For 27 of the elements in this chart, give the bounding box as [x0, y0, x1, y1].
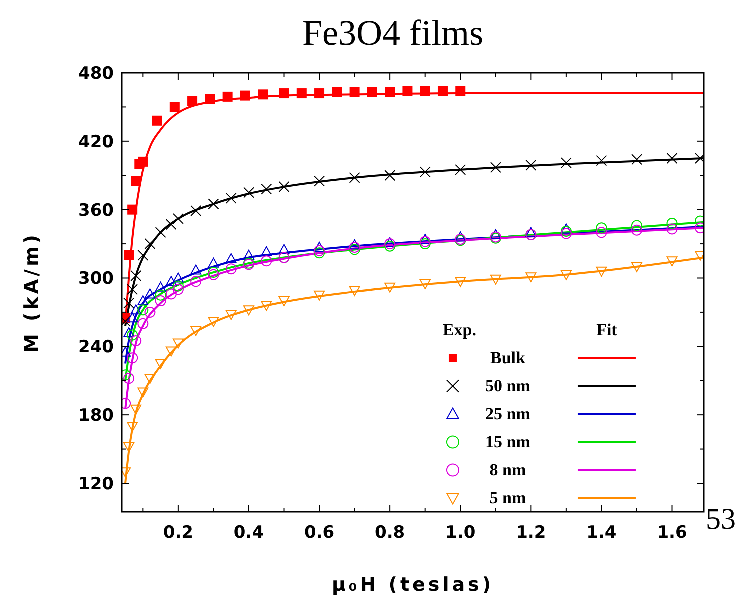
x-tick-label: 1.4 [586, 523, 617, 543]
x-tick-label: 0.2 [163, 523, 194, 543]
x-tick-label: 1.6 [657, 523, 688, 543]
legend-title: Exp. [442, 320, 477, 340]
x-axis-title: μ₀H (teslas) [332, 574, 494, 596]
y-tick-label: 480 [78, 64, 114, 84]
y-tick-label: 120 [78, 474, 114, 494]
x-tick-label: 0.6 [304, 523, 335, 543]
text: 53 [706, 503, 736, 536]
x-tick-label: 0.4 [234, 523, 264, 543]
x-tick-label: 1.2 [516, 523, 546, 543]
legend-label: 15 nm [486, 432, 530, 452]
y-tick-label: 360 [78, 200, 114, 221]
x-tick-label: 1.0 [446, 523, 476, 543]
chart-title: Fe3O4 films [302, 13, 484, 53]
x-tick-label: 0.8 [375, 523, 406, 543]
y-tick-label: 240 [78, 338, 114, 358]
legend-label: 25 nm [486, 404, 530, 424]
legend-label: 8 nm [490, 460, 526, 480]
y-tick-label: 420 [78, 132, 114, 152]
legend-label: 5 nm [490, 488, 526, 508]
y-axis-title: M (kA/m) [21, 232, 43, 353]
y-tick-label: 180 [78, 406, 114, 426]
legend-label: Bulk [490, 348, 526, 368]
y-tick-label: 300 [78, 269, 114, 290]
legend-label: 50 nm [486, 376, 530, 396]
annotation: Fit [596, 320, 618, 340]
